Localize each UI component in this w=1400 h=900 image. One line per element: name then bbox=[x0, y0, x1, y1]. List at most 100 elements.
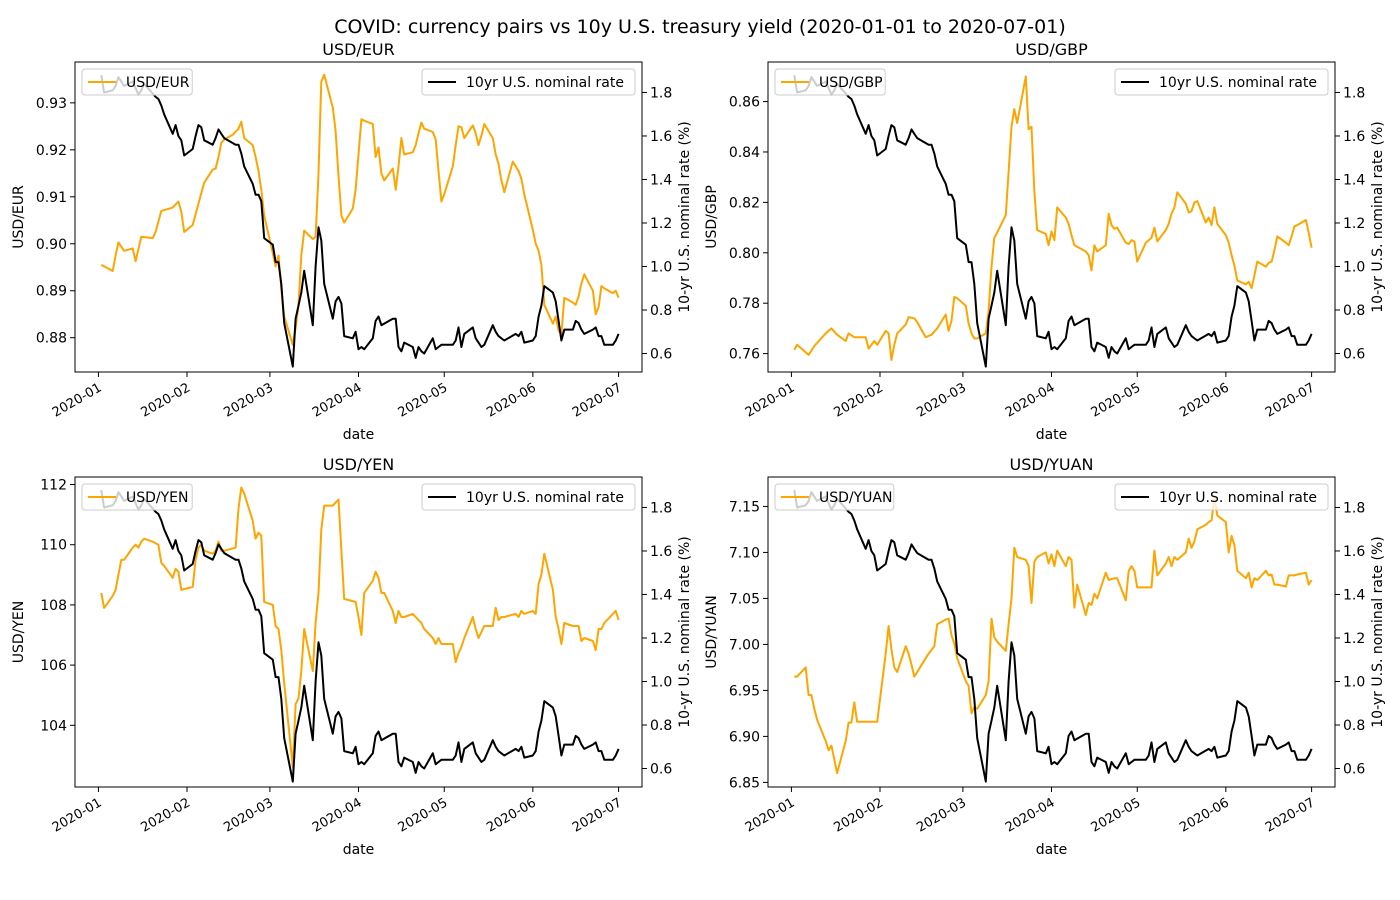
y-axis-label: USD/EUR bbox=[11, 185, 27, 249]
legend-fx: USD/GBP bbox=[774, 68, 886, 96]
y2-tick-label: 0.6 bbox=[650, 347, 672, 363]
y-tick-label: 0.91 bbox=[36, 190, 67, 206]
fx-series-line bbox=[794, 496, 1313, 775]
fx-series-line bbox=[793, 75, 1313, 361]
legend-rate: 10yr U.S. nominal rate bbox=[421, 68, 636, 96]
y2-tick-label: 1.4 bbox=[1343, 587, 1365, 603]
y-tick-label: 0.84 bbox=[729, 145, 760, 161]
rate-series-line bbox=[100, 74, 620, 368]
y2-tick-label: 1.4 bbox=[1343, 172, 1365, 188]
y-tick-label: 0.82 bbox=[729, 195, 760, 211]
legend-rate-box bbox=[421, 68, 636, 96]
rate-series-line bbox=[793, 489, 1313, 783]
y2-axis-label: 10-yr U.S. nominal rate (%) bbox=[1370, 121, 1386, 312]
legend-fx-label: USD/YUAN bbox=[819, 490, 892, 506]
legend-fx-box bbox=[81, 483, 193, 511]
legend-fx-box bbox=[774, 68, 886, 96]
y2-tick-label: 1.4 bbox=[650, 172, 672, 188]
legend-fx-label: USD/YEN bbox=[126, 490, 189, 506]
y2-tick-label: 1.2 bbox=[1343, 631, 1365, 647]
legend-fx: USD/YEN bbox=[81, 483, 193, 511]
y2-axis-label: 10-yr U.S. nominal rate (%) bbox=[677, 536, 693, 727]
legend-rate-box bbox=[1114, 68, 1329, 96]
y2-axis-label: 10-yr U.S. nominal rate (%) bbox=[677, 121, 693, 312]
y2-tick-label: 1.8 bbox=[650, 500, 672, 516]
y-axis-label: USD/YUAN bbox=[704, 595, 720, 668]
legend-fx-label: USD/EUR bbox=[126, 75, 190, 91]
chart-title: USD/YUAN bbox=[1010, 455, 1094, 474]
y2-tick-label: 1.4 bbox=[650, 587, 672, 603]
legend-fx: USD/EUR bbox=[81, 68, 193, 96]
figure-suptitle: COVID: currency pairs vs 10y U.S. treasu… bbox=[334, 16, 1065, 38]
y-tick-label: 6.95 bbox=[729, 683, 760, 699]
chart-title: USD/EUR bbox=[322, 40, 395, 59]
y-tick-label: 110 bbox=[40, 538, 67, 554]
legend-fx-box bbox=[774, 483, 895, 511]
y2-tick-label: 1.8 bbox=[1343, 500, 1365, 516]
y-tick-label: 0.93 bbox=[36, 96, 67, 112]
y2-tick-label: 1.8 bbox=[650, 85, 672, 101]
y2-tick-label: 1.0 bbox=[1343, 674, 1365, 690]
legend-rate: 10yr U.S. nominal rate bbox=[1114, 483, 1329, 511]
y2-tick-label: 0.6 bbox=[1343, 347, 1365, 363]
y2-tick-label: 1.0 bbox=[650, 674, 672, 690]
y2-tick-label: 1.2 bbox=[650, 216, 672, 232]
chart-title: USD/GBP bbox=[1015, 40, 1088, 59]
y-tick-label: 6.90 bbox=[729, 729, 760, 745]
y2-tick-label: 1.6 bbox=[1343, 129, 1365, 145]
y-tick-label: 0.80 bbox=[729, 246, 760, 262]
y-tick-label: 0.89 bbox=[36, 284, 67, 300]
y-axis-label: USD/GBP bbox=[704, 185, 720, 249]
x-axis-label: date bbox=[1036, 427, 1068, 443]
legend-rate-label: 10yr U.S. nominal rate bbox=[466, 490, 624, 506]
y-tick-label: 6.85 bbox=[729, 775, 760, 791]
legend-rate-box bbox=[1114, 483, 1329, 511]
y2-tick-label: 1.0 bbox=[650, 259, 672, 275]
y-tick-label: 0.90 bbox=[36, 237, 67, 253]
legend-fx: USD/YUAN bbox=[774, 483, 895, 511]
x-axis-label: date bbox=[343, 427, 375, 443]
rate-series-line bbox=[100, 489, 620, 783]
y-axis-label: USD/YEN bbox=[11, 601, 27, 664]
y-tick-label: 7.10 bbox=[729, 545, 760, 561]
y2-axis-label: 10-yr U.S. nominal rate (%) bbox=[1370, 536, 1386, 727]
x-axis-label: date bbox=[343, 842, 375, 858]
fx-series-line bbox=[100, 73, 620, 346]
y2-tick-label: 1.6 bbox=[650, 129, 672, 145]
y2-tick-label: 0.8 bbox=[650, 718, 672, 734]
y2-tick-label: 0.8 bbox=[650, 303, 672, 319]
y-tick-label: 108 bbox=[40, 598, 67, 614]
y2-tick-label: 1.2 bbox=[1343, 216, 1365, 232]
y2-tick-label: 1.0 bbox=[1343, 259, 1365, 275]
y-tick-label: 7.05 bbox=[729, 591, 760, 607]
legend-rate-label: 10yr U.S. nominal rate bbox=[1159, 490, 1317, 506]
legend-rate-label: 10yr U.S. nominal rate bbox=[466, 75, 624, 91]
rate-series-line bbox=[793, 74, 1313, 368]
fx-series-line bbox=[100, 486, 620, 769]
legend-rate: 10yr U.S. nominal rate bbox=[421, 483, 636, 511]
y-tick-label: 0.76 bbox=[729, 347, 760, 363]
y-tick-label: 112 bbox=[40, 478, 67, 494]
chart-title: USD/YEN bbox=[323, 455, 394, 474]
y-tick-label: 104 bbox=[40, 718, 67, 734]
y2-tick-label: 1.8 bbox=[1343, 85, 1365, 101]
y2-tick-label: 0.6 bbox=[650, 762, 672, 778]
y-tick-label: 0.86 bbox=[729, 95, 760, 111]
y-tick-label: 0.88 bbox=[36, 331, 67, 347]
legend-rate-box bbox=[421, 483, 636, 511]
legend-fx-box bbox=[81, 68, 193, 96]
y-tick-label: 7.15 bbox=[729, 499, 760, 515]
y2-tick-label: 0.6 bbox=[1343, 762, 1365, 778]
y2-tick-label: 0.8 bbox=[1343, 303, 1365, 319]
y2-tick-label: 0.8 bbox=[1343, 718, 1365, 734]
y-tick-label: 106 bbox=[40, 658, 67, 674]
legend-fx-label: USD/GBP bbox=[819, 75, 883, 91]
y2-tick-label: 1.6 bbox=[1343, 544, 1365, 560]
legend-rate-label: 10yr U.S. nominal rate bbox=[1159, 75, 1317, 91]
y-tick-label: 0.78 bbox=[729, 296, 760, 312]
y-tick-label: 7.00 bbox=[729, 637, 760, 653]
y-tick-label: 0.92 bbox=[36, 143, 67, 159]
